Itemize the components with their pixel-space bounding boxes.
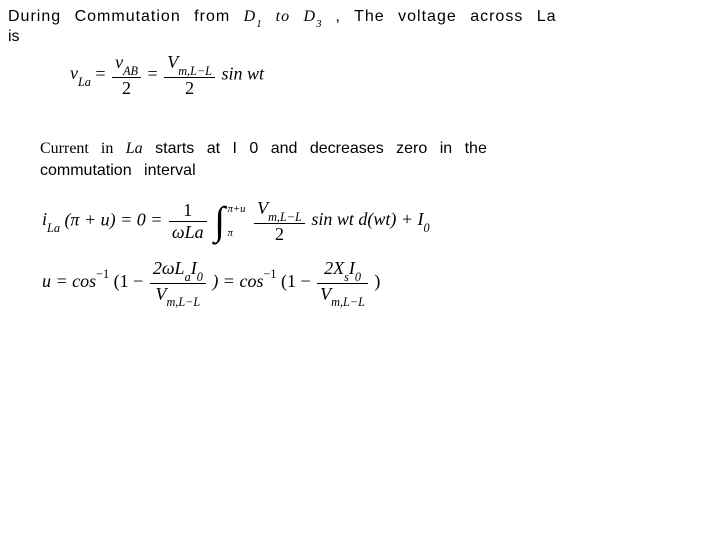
text-voltage-across: , The voltage across La (336, 8, 557, 25)
ila-frac-outer-num: 1 (169, 200, 207, 221)
u-lhs: u = cos (42, 271, 96, 291)
u-f1-2w: 2ω (153, 258, 175, 278)
vla-frac2-num: Vm,L−L (164, 52, 215, 77)
u-open2: (1 − (281, 271, 315, 291)
text-to: to (276, 8, 290, 25)
ila-la: La (185, 222, 204, 242)
ila-frac-inner-den: 2 (254, 223, 305, 245)
u-f1-Isub: 0 (197, 270, 203, 284)
vla-v: v (70, 63, 78, 83)
u-f1-Lsub: a (185, 270, 191, 284)
vla-eq2: = (148, 63, 158, 83)
vla-frac1-den: 2 (112, 77, 141, 99)
ila-tail: sin wt d(wt) + I0 (311, 209, 429, 229)
u-f1-Vsub: m,L−L (166, 295, 200, 309)
d3-sub: 3 (316, 18, 322, 30)
equation-u: u = cos−1 (1 − 2ωLaI0 Vm,L−L ) = cos−1 (… (42, 258, 380, 308)
u-f2-Vsub: m,L−L (331, 295, 365, 309)
u-sup1: −1 (96, 267, 109, 281)
u-frac1-num: 2ωLaI0 (150, 258, 206, 283)
u-f2-V: V (320, 284, 331, 304)
ila-frac-inner: Vm,L−L 2 (254, 198, 305, 245)
u-f1-L: L (175, 258, 185, 278)
vla-eq1: = (95, 63, 105, 83)
paragraph-line-1: During Commutation from D1 to D3 , The v… (8, 8, 712, 28)
vmll-v: V (167, 52, 178, 72)
u-f2-Isub: 0 (355, 270, 361, 284)
ila-frac-outer-den: ωLa (169, 221, 207, 243)
u-frac1: 2ωLaI0 Vm,L−L (150, 258, 206, 308)
vla-sub: La (78, 75, 91, 89)
u-close: ) (374, 271, 380, 291)
u-frac2: 2XsI0 Vm,L−L (317, 258, 368, 308)
equation-ila: iLa (π + u) = 0 = 1 ωLa ∫ π+u π Vm,L−L 2… (42, 198, 430, 245)
symbol-la: La (126, 140, 143, 157)
d1-base: D (244, 8, 257, 25)
vla-frac1: vAB 2 (112, 52, 141, 99)
u-frac1-den: Vm,L−L (150, 283, 206, 309)
vla-frac2: Vm,L−L 2 (164, 52, 215, 99)
u-f1-V: V (155, 284, 166, 304)
d1-sub: 1 (256, 18, 262, 30)
paragraph-line-2b: commutation interval (40, 162, 196, 180)
vab-sub: AB (123, 64, 138, 78)
integral-lower: π (227, 228, 245, 239)
u-open1: (1 − (114, 271, 148, 291)
u-f2-2: 2 (324, 258, 333, 278)
u-frac2-num: 2XsI0 (317, 258, 368, 283)
u-f2-Xsub: s (344, 270, 349, 284)
u-sup2: −1 (263, 267, 276, 281)
vla-frac2-den: 2 (164, 77, 215, 99)
ila-arg: (π + u) = 0 = (64, 209, 162, 229)
ila-inner-v: V (257, 198, 268, 218)
ila-sub: La (47, 221, 60, 235)
integral-upper: π+u (227, 204, 245, 215)
text-current-in: Current in (40, 140, 113, 157)
equation-vla: vLa = vAB 2 = Vm,L−L 2 sin wt (70, 52, 264, 99)
ila-lhs: iLa (42, 209, 60, 229)
symbol-d1: D1 (244, 8, 276, 25)
ila-tail-text: sin wt d(wt) + I (311, 209, 423, 229)
text-starts-at: starts at I 0 and decreases zero in the (155, 140, 487, 157)
integral-symbol: ∫ (214, 198, 225, 244)
u-f2-X: X (333, 258, 344, 278)
ila-inner-sub: m,L−L (268, 210, 302, 224)
u-f2-I: I (349, 258, 355, 278)
symbol-d3: D3 (304, 8, 336, 25)
u-frac2-den: Vm,L−L (317, 283, 368, 309)
paragraph-line-1b: is (8, 28, 20, 46)
paragraph-line-2: Current in La starts at I 0 and decrease… (40, 140, 712, 158)
vla-frac1-num: vAB (112, 52, 141, 77)
vmll-sub: m,L−L (178, 64, 212, 78)
ila-omega: ω (172, 222, 185, 242)
u-mid: ) = cos (212, 271, 263, 291)
vla-lhs: vLa (70, 63, 91, 83)
ila-frac-outer: 1 ωLa (169, 200, 207, 243)
text-during: During Commutation from (8, 8, 230, 25)
u-f1-I: I (191, 258, 197, 278)
ila-frac-inner-num: Vm,L−L (254, 198, 305, 223)
ila-tail-sub: 0 (423, 221, 429, 235)
d3-base: D (304, 8, 317, 25)
integral-limits: π+u π (227, 204, 245, 240)
vla-tail: sin wt (221, 63, 264, 83)
vab-v: v (115, 52, 123, 72)
